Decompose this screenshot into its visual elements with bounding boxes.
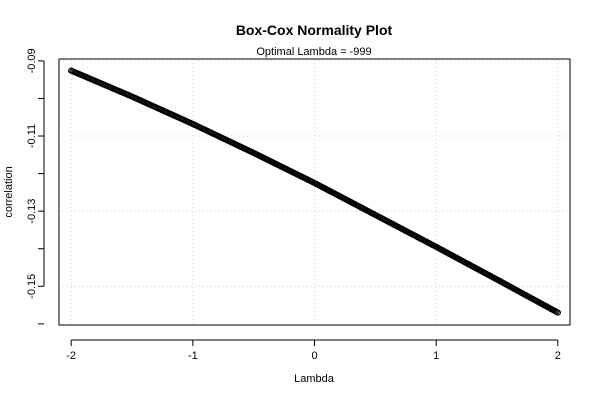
x-axis-label: Lambda (294, 373, 335, 385)
y-tick-label: -0.15 (26, 274, 38, 299)
x-tick-label: -1 (188, 350, 198, 362)
axes: -2 -1 0 1 2 -0.09 -0.11 -0.13 -0.15 (26, 48, 561, 362)
x-tick-label: 2 (555, 350, 561, 362)
x-tick-label: 0 (311, 350, 317, 362)
data-points (68, 67, 561, 316)
plot-frame (58, 58, 571, 326)
x-tick-label: -2 (66, 350, 76, 362)
y-axis-label: correlation (3, 166, 15, 217)
y-tick-label: -0.11 (26, 124, 38, 148)
grid-lines (59, 59, 570, 325)
y-tick-label: -0.09 (26, 48, 38, 73)
data-point (554, 309, 561, 316)
chart-subtitle: Optimal Lambda = -999 (256, 46, 371, 58)
y-tick-label: -0.13 (26, 199, 38, 224)
x-tick-label: 1 (433, 350, 439, 362)
chart-title: Box-Cox Normality Plot (236, 22, 393, 38)
